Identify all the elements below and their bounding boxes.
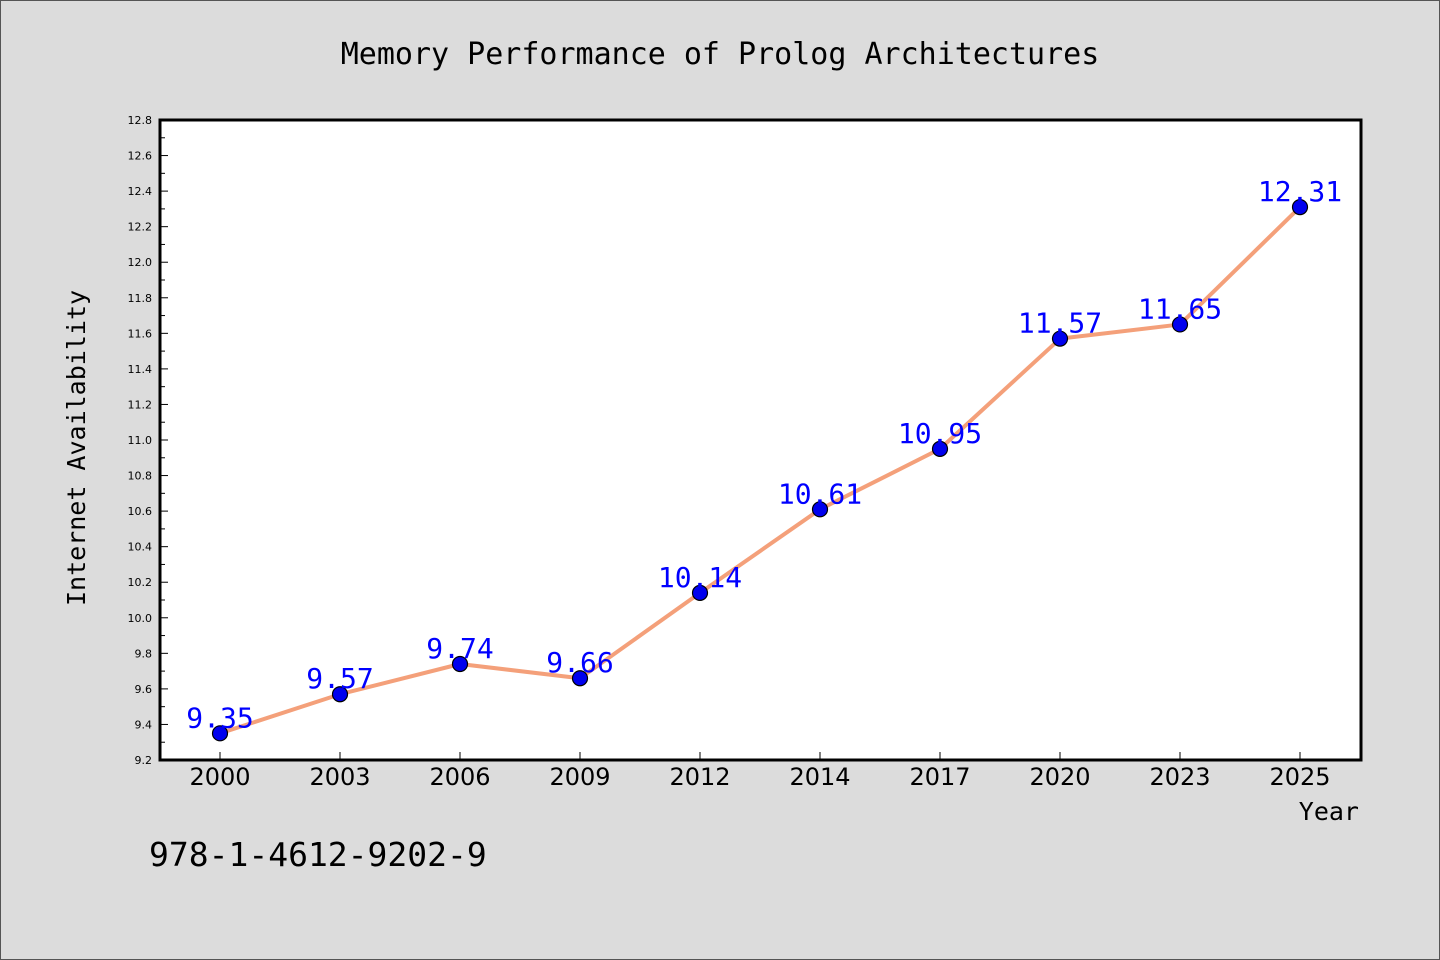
x-tick-label: 2023 [1149,763,1210,791]
data-point [331,686,349,703]
data-label: 10.61 [778,477,862,510]
chart-title: Memory Performance of Prolog Architectur… [341,37,1100,72]
y-tick-label: 12.4 [128,185,153,198]
data-label: 11.57 [1018,307,1102,340]
data-point [1171,316,1189,333]
data-point [571,670,589,687]
data-label: 9.66 [546,646,613,679]
y-tick-label: 9.2 [135,754,153,767]
y-tick-label: 11.8 [128,292,153,305]
data-label: 9.74 [426,632,493,665]
x-tick-label: 2017 [909,763,970,791]
x-axis-label: Year [1299,797,1359,826]
data-label: 12.31 [1258,175,1342,208]
y-axis-label: Internet Availability [62,290,91,606]
y-tick-label: 11.4 [128,363,153,376]
x-tick-label: 2014 [789,763,850,791]
data-label: 10.95 [898,417,982,450]
x-tick-label: 2003 [309,763,370,791]
y-tick-label: 10.8 [128,470,153,483]
x-tick-label: 2009 [549,763,610,791]
series-line-group [211,199,1309,742]
series-line [219,205,1302,736]
data-point [811,501,829,518]
y-tick-label: 10.2 [128,576,153,589]
y-axis: 9.2 9.4 9.6 9.8 10.0 10.2 10.4 10.6 10.8 11.0 11.2… [128,114,168,767]
data-label: 9.35 [186,701,253,734]
x-tick-label: 2006 [429,763,490,791]
data-point [211,725,229,742]
y-tick-label: 12.8 [128,114,153,127]
y-tick-label: 9.8 [135,647,153,660]
y-tick-label: 12.6 [128,150,153,163]
data-label: 9.57 [306,662,373,695]
data-point [1291,199,1309,216]
plot-area [158,118,1363,762]
x-tick-label: 2000 [189,763,250,791]
y-tick-label: 9.4 [135,718,153,731]
y-tick-label: 9.6 [135,683,153,696]
y-tick-label: 10.6 [128,505,153,518]
y-tick-label: 10.0 [128,612,153,625]
y-tick-label: 10.4 [128,541,153,554]
data-point [1051,330,1069,347]
y-tick-label: 12.2 [128,221,153,234]
y-tick-label: 11.2 [128,398,153,411]
y-tick-label: 11.0 [128,434,153,447]
data-label-group: 9.35 9.57 9.74 9.66 10.14 10.61 10.95 11.57 11.6… [186,175,1342,734]
data-point [451,655,469,673]
y-tick-label: 12.0 [128,256,153,269]
x-tick-label: 2025 [1269,763,1330,791]
data-label: 10.14 [658,561,742,594]
data-point [931,440,949,457]
x-tick-label: 2020 [1029,763,1090,791]
isbn-annotation: 978-1-4612-9202-9 [149,835,487,874]
data-label: 11.65 [1138,292,1222,325]
x-tick-label: 2012 [669,763,730,791]
y-tick-label: 11.6 [128,327,153,340]
data-point [691,584,709,601]
x-axis: 2000 2003 2006 2009 2012 2014 2017 2020 2023 2025 [189,752,1331,791]
